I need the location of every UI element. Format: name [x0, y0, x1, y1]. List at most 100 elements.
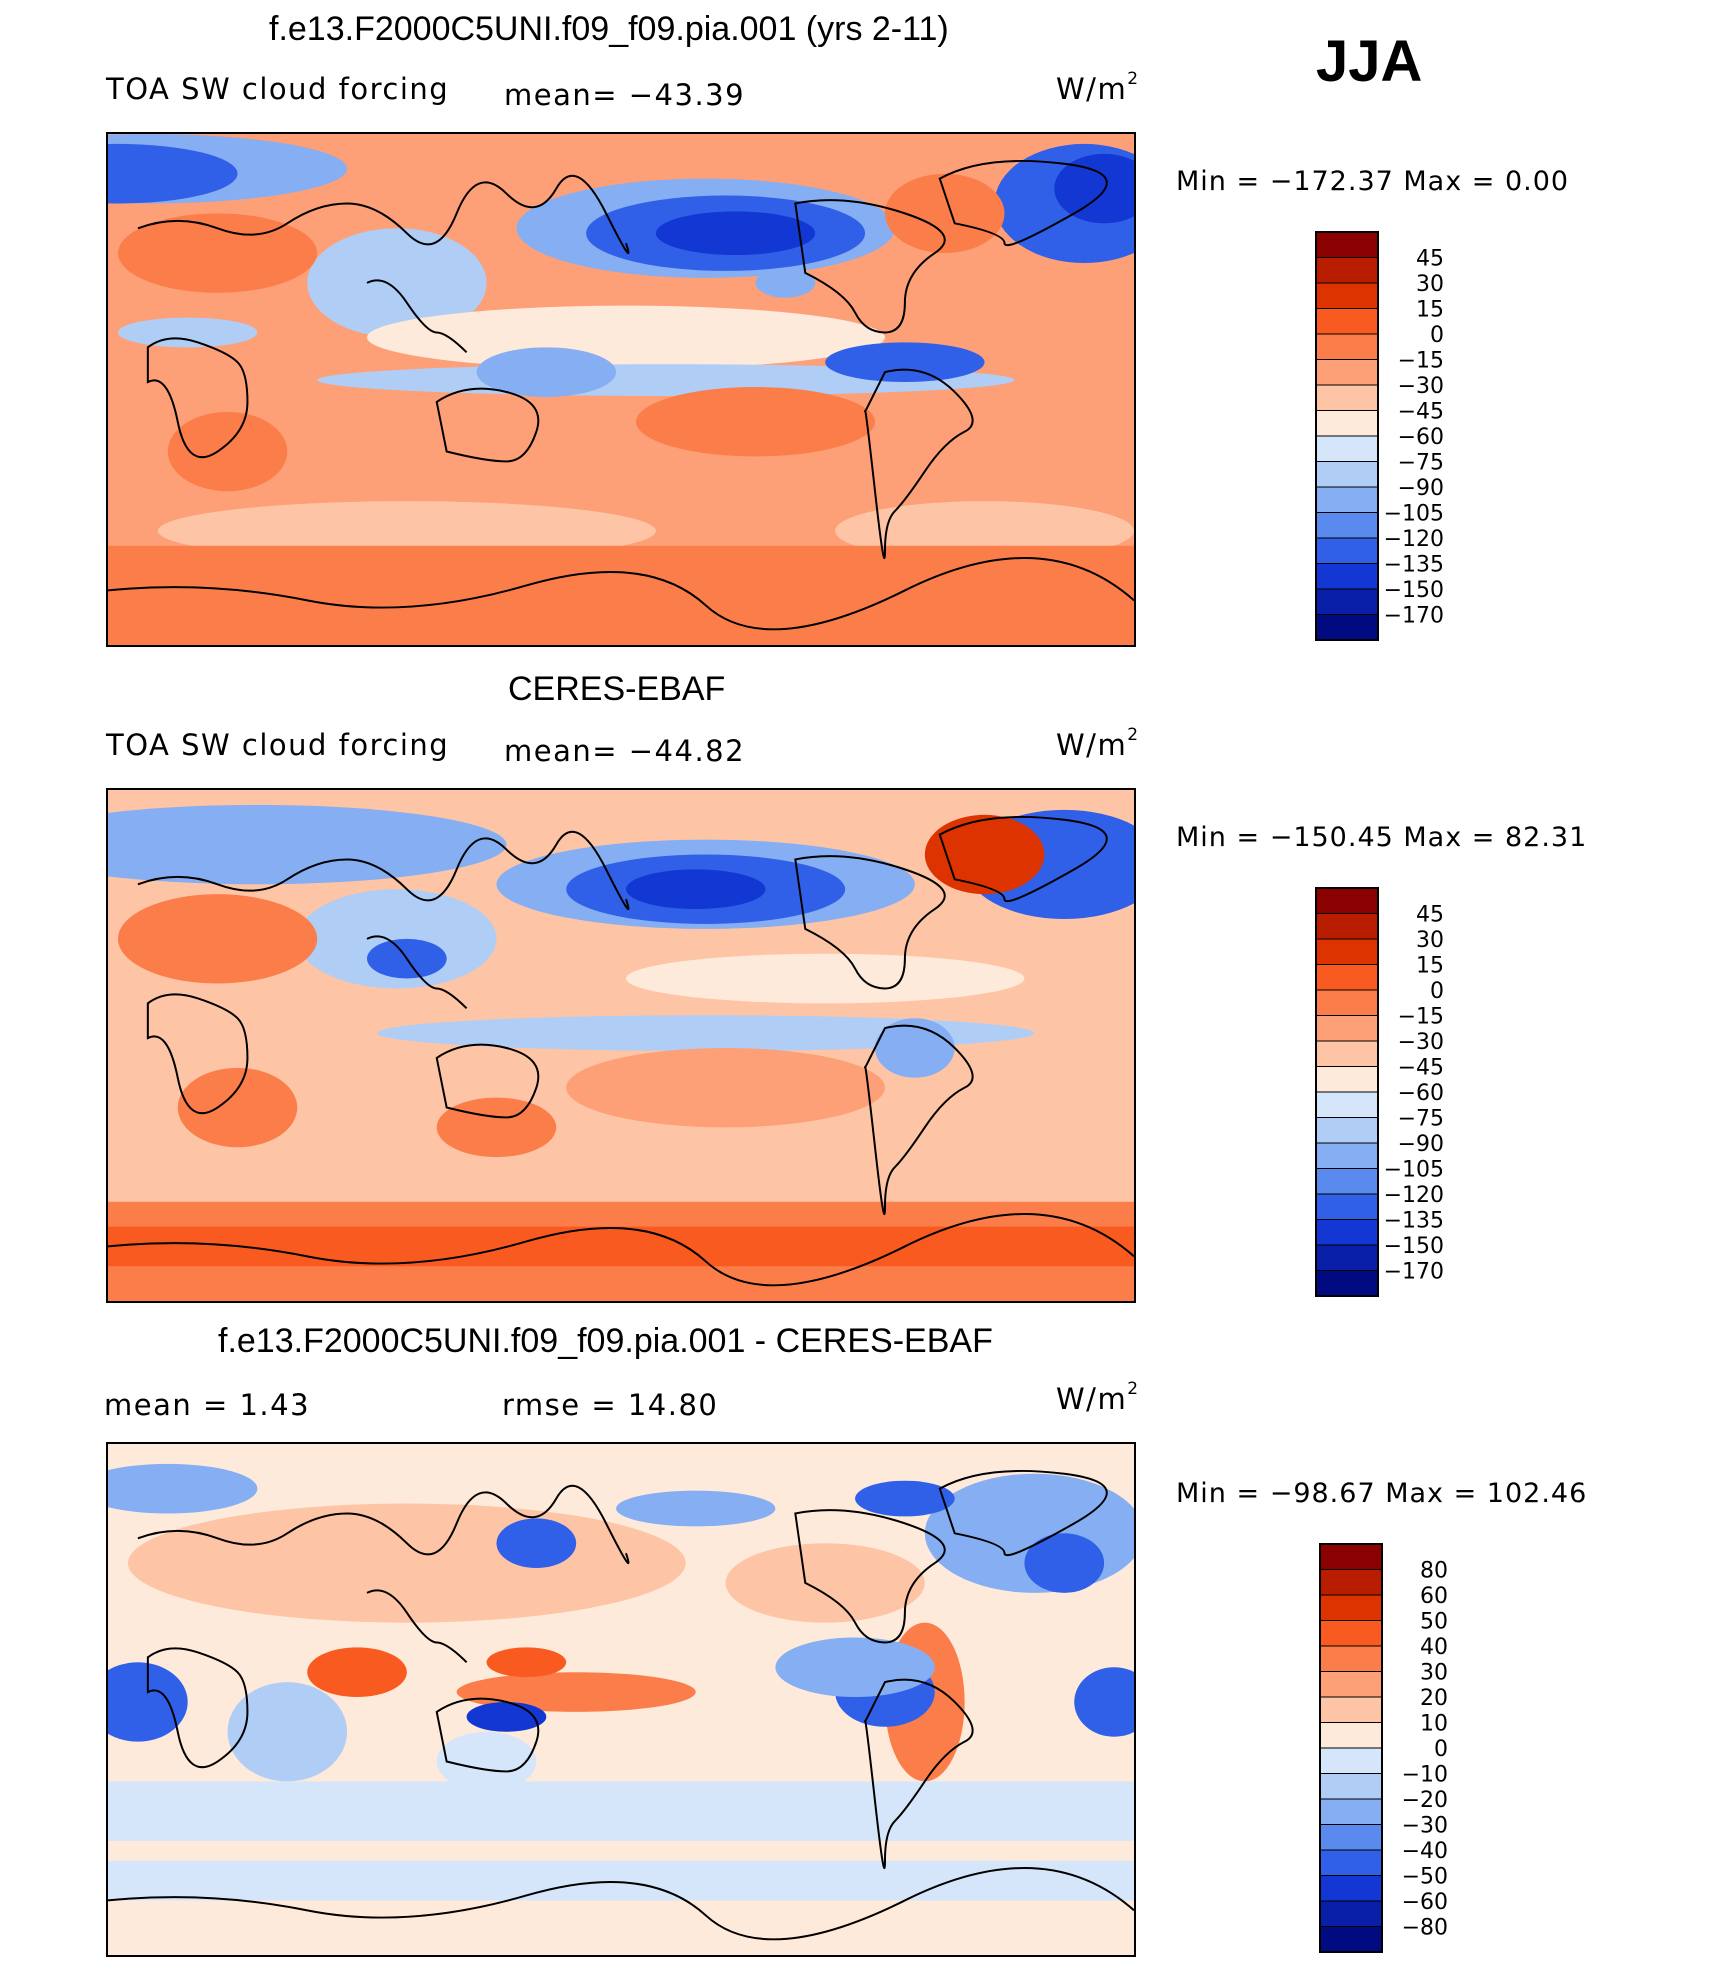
colorbar-swatch	[1319, 1594, 1383, 1621]
colorbar-frame	[1319, 1543, 1383, 1953]
colorbar-swatch	[1319, 1645, 1383, 1672]
colorbar-swatch	[1315, 1091, 1379, 1118]
colorbar-swatch	[1315, 537, 1379, 564]
colorbar-swatch	[1319, 1543, 1383, 1570]
colorbar-swatch	[1315, 1142, 1379, 1169]
panel-3-colorbar: 80 60 50 40 30 20 10 0 −10 −20 −30 −40 −50 −60 −80	[1319, 1543, 1500, 1953]
panel-1-variable-label: TOA SW cloud forcing	[106, 72, 450, 106]
colorbar-swatch	[1319, 1798, 1383, 1825]
colorbar-swatch	[1315, 1244, 1379, 1271]
colorbar-tick-label: −170	[1384, 1260, 1444, 1285]
colorbar-tick-label: 45	[1416, 903, 1444, 928]
colorbar-swatch	[1315, 563, 1379, 590]
colorbar-swatch	[1315, 1066, 1379, 1093]
colorbar-swatch	[1315, 1117, 1379, 1144]
panel-2-map	[106, 788, 1136, 1303]
colorbar-swatch	[1319, 1569, 1383, 1596]
panel-1-colorbar-svg: 4530150−15−30−45−60−75−90−105−120−135−15…	[1315, 231, 1444, 641]
panel-3-mean-label: mean = 1.43	[104, 1388, 311, 1422]
panel-2-variable-label: TOA SW cloud forcing	[106, 728, 450, 762]
colorbar-tick-label: 45	[1416, 247, 1444, 272]
colorbar-tick-label: 0	[1430, 323, 1444, 348]
panel-3-units: W/m2	[1056, 1379, 1140, 1416]
colorbar-swatch	[1319, 1747, 1383, 1774]
colorbar-swatch	[1315, 1270, 1379, 1297]
panel-3-rmse-label: rmse = 14.80	[502, 1388, 719, 1422]
colorbar-tick-label: 60	[1420, 1584, 1448, 1609]
colorbar-tick-label: 80	[1420, 1559, 1448, 1584]
panel-2-colorbar: 45 30 15 0 −15 −30 −45 −60 −75 −90 −105 −120 −135 −15…	[1315, 887, 1496, 1297]
panel-2-minmax: Min = −150.45 Max = 82.31	[1176, 822, 1588, 853]
colorbar-tick-label: −15	[1398, 1005, 1444, 1030]
colorbar-swatch	[1319, 1824, 1383, 1851]
panel-2-mean-label: mean= −44.82	[504, 734, 746, 768]
colorbar-tick-label: −90	[1398, 1132, 1444, 1157]
colorbar-swatch	[1315, 435, 1379, 462]
colorbar-swatch	[1315, 308, 1379, 335]
panel-2-units: W/m2	[1056, 725, 1140, 762]
colorbar-tick-label: −80	[1402, 1916, 1448, 1941]
colorbar-swatch	[1315, 1168, 1379, 1195]
colorbar-swatch	[1319, 1620, 1383, 1647]
colorbar-tick-label: 15	[1416, 954, 1444, 979]
colorbar-tick-label: −150	[1384, 1234, 1444, 1259]
panel-3-title: f.e13.F2000C5UNI.f09_f09.pia.001 - CERES…	[218, 1322, 993, 1360]
colorbar-swatch	[1315, 964, 1379, 991]
colorbar-swatch	[1315, 486, 1379, 513]
colorbar-swatch	[1315, 333, 1379, 360]
colorbar-swatch	[1315, 1219, 1379, 1246]
panel-2-title: CERES-EBAF	[508, 670, 726, 708]
colorbar-tick-label: −60	[1402, 1890, 1448, 1915]
colorbar-tick-label: 30	[1416, 272, 1444, 297]
colorbar-tick-label: −60	[1398, 1081, 1444, 1106]
colorbar-swatch	[1315, 1193, 1379, 1220]
colorbar-tick-label: 0	[1430, 979, 1444, 1004]
colorbar-tick-label: −120	[1384, 527, 1444, 552]
colorbar-tick-label: −135	[1384, 553, 1444, 578]
colorbar-swatch	[1319, 1722, 1383, 1749]
colorbar-swatch	[1315, 887, 1379, 914]
panel-1-colorbar: 45 30 15 0 −15 −30 −45 −60 −75 −90 −105 −120 −135 −15…	[1315, 231, 1496, 641]
colorbar-tick-label: −105	[1384, 502, 1444, 527]
colorbar-swatch	[1315, 282, 1379, 309]
colorbar-tick-label: −170	[1384, 604, 1444, 629]
colorbar-tick-label: −135	[1384, 1209, 1444, 1234]
colorbar-swatch	[1315, 1040, 1379, 1067]
colorbar-tick-label: −30	[1398, 374, 1444, 399]
colorbar-frame	[1315, 231, 1379, 641]
colorbar-tick-label: 40	[1420, 1635, 1448, 1660]
colorbar-tick-label: −10	[1402, 1763, 1448, 1788]
colorbar-tick-label: −45	[1398, 400, 1444, 425]
panel-3-minmax: Min = −98.67 Max = 102.46	[1176, 1478, 1588, 1509]
colorbar-tick-label: −15	[1398, 349, 1444, 374]
colorbar-swatch	[1319, 1849, 1383, 1876]
colorbar-tick-label: −50	[1402, 1865, 1448, 1890]
colorbar-tick-label: −60	[1398, 425, 1444, 450]
colorbar-swatch	[1315, 913, 1379, 940]
season-label: JJA	[1316, 29, 1423, 94]
colorbar-tick-label: −120	[1384, 1183, 1444, 1208]
colorbar-swatch	[1319, 1773, 1383, 1800]
colorbar-tick-label: −75	[1398, 451, 1444, 476]
colorbar-swatch	[1319, 1671, 1383, 1698]
colorbar-tick-label: −150	[1384, 578, 1444, 603]
colorbar-swatch	[1319, 1696, 1383, 1723]
colorbar-tick-label: −30	[1398, 1030, 1444, 1055]
colorbar-tick-label: −75	[1398, 1107, 1444, 1132]
panel-1-title: f.e13.F2000C5UNI.f09_f09.pia.001 (yrs 2-…	[269, 10, 949, 48]
colorbar-tick-label: −105	[1384, 1158, 1444, 1183]
colorbar-swatch	[1315, 231, 1379, 258]
panel-1-units: W/m2	[1056, 69, 1140, 106]
colorbar-swatch	[1315, 588, 1379, 615]
colorbar-frame	[1315, 887, 1379, 1297]
colorbar-tick-label: 30	[1420, 1661, 1448, 1686]
panel-1-map	[106, 132, 1136, 647]
colorbar-tick-label: −30	[1402, 1814, 1448, 1839]
colorbar-tick-label: 50	[1420, 1610, 1448, 1635]
colorbar-tick-label: −40	[1402, 1839, 1448, 1864]
colorbar-swatch	[1315, 989, 1379, 1016]
colorbar-swatch	[1315, 410, 1379, 437]
panel-2-colorbar-svg: 4530150−15−30−45−60−75−90−105−120−135−15…	[1315, 887, 1444, 1297]
colorbar-tick-label: −90	[1398, 476, 1444, 501]
